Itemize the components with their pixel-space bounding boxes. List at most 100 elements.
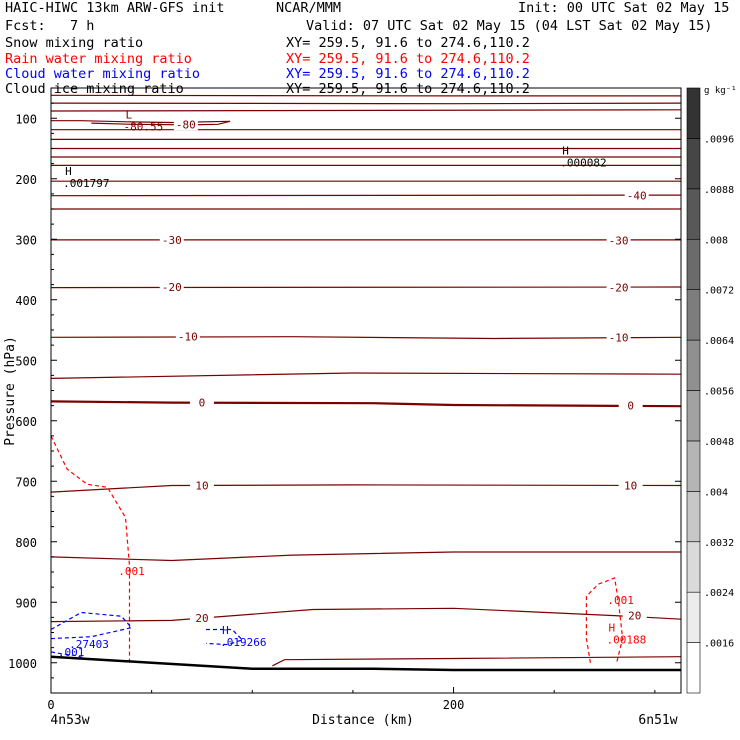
temperature-label: -30 (609, 234, 629, 247)
temperature-contour-3 (51, 109, 681, 112)
colorbar-cell (686, 188, 701, 240)
colorbar-cell (686, 238, 701, 290)
legend-rain-xy: XY= 259.5, 91.6 to 274.6,110.2 (286, 51, 530, 67)
label-bg (173, 118, 198, 131)
temperature-label: 20 (195, 612, 208, 625)
label-bg (624, 189, 649, 202)
cloud-water-contour-0 (51, 651, 92, 661)
cloud-water-label: .001 (58, 646, 85, 659)
colorbar-tick-label: .0064 (704, 336, 734, 347)
label-bg (175, 330, 200, 343)
colorbar-cell (686, 591, 701, 643)
colorbar-tick-label: .0016 (704, 639, 734, 650)
label-bg (606, 281, 631, 294)
temperature-label: -20 (162, 281, 182, 294)
colorbar: .0016 .0024 .0032 .004 .0048 .0056 .0064 .0072.… (686, 86, 737, 694)
temperature-label: -10 (609, 331, 629, 344)
temperature-contour-18 (51, 551, 681, 562)
extremum-value: .019266 (220, 636, 266, 649)
rain-label: .001 (607, 594, 634, 607)
legend-cloud-ice-xy: XY= 259.5, 91.6 to 274.6,110.2 (286, 81, 530, 97)
extremum-value: .00188 (607, 633, 647, 646)
temperature-contour-10 (51, 194, 681, 197)
colorbar-tick-label: .0048 (704, 437, 734, 448)
temperature-label: 20 (628, 610, 641, 623)
extremum-mark: H (65, 165, 72, 178)
extremum-mark: H (609, 621, 616, 634)
label-bg (159, 281, 184, 294)
colorbar-tick-label: .004 (704, 487, 728, 498)
y-axis-title: Pressure (hPa) (3, 336, 18, 446)
colorbar-tick-label: .008 (704, 235, 728, 246)
temperature-label: -10 (178, 331, 198, 344)
forecast-label: Fcst: (5, 18, 46, 34)
forecast-hour: 7 h (70, 18, 95, 34)
temperature-label: 0 (627, 400, 634, 413)
colorbar-cell (686, 491, 701, 543)
x-tick-label: 200 (443, 698, 465, 712)
label-bg (622, 609, 647, 622)
rain-label: .001 (118, 565, 145, 578)
colorbar-cell (686, 87, 701, 139)
extremum-value: .001797 (63, 177, 109, 190)
y-tick-label: 400 (15, 294, 37, 308)
colorbar-cell (686, 440, 701, 492)
extremum-value: -80.55 (123, 120, 163, 133)
label-bg (606, 234, 631, 247)
extremum-value: .27403 (69, 638, 109, 651)
temperature-label: -40 (627, 190, 647, 203)
legend-cloud-water-xy: XY= 259.5, 91.6 to 274.6,110.2 (286, 66, 530, 82)
colorbar-tick-label: .0056 (704, 387, 734, 398)
colorbar-cell (686, 289, 701, 341)
temperature-contour-17 (51, 484, 681, 493)
temperature-contour-1 (51, 94, 681, 97)
colorbar-cell (686, 339, 701, 391)
temperature-label: 0 (199, 397, 206, 410)
colorbar-cell (686, 138, 701, 190)
label-bg (189, 611, 214, 624)
y-tick-label: 800 (15, 536, 37, 550)
extremum-mark: H (222, 624, 229, 637)
y-tick-label: 600 (15, 415, 37, 429)
label-bg (189, 479, 214, 492)
y-tick-label: 100 (15, 112, 37, 126)
colorbar-cell (686, 541, 701, 593)
temperature-contour-0 (51, 120, 231, 126)
temperature-label: 10 (195, 479, 208, 492)
y-tick-label: 300 (15, 233, 37, 247)
contour-labels: -80 -40 -30 -30 -20 -20 -10 -10 0 0 10 10 20 20 .001 .0… (58, 108, 649, 659)
label-bg (189, 396, 214, 409)
x-start-location: 4n53w (50, 713, 89, 728)
y-tick-label: 200 (15, 173, 37, 187)
extremum-mark: H (562, 145, 569, 158)
colorbar-unit: g kg⁻¹ (704, 86, 737, 96)
colorbar-tick-label: .0096 (704, 134, 734, 145)
temperature-label: -20 (609, 282, 629, 295)
contour-layer (51, 94, 681, 672)
colorbar-tick-label: .0024 (704, 588, 734, 599)
y-tick-label: 900 (15, 596, 37, 610)
temperature-contour-16 (51, 400, 681, 408)
surface-contour (272, 656, 681, 667)
legend-snow-name: Snow mixing ratio (5, 35, 144, 51)
rain-contour-1 (585, 577, 624, 663)
x-end-location: 6n51w (638, 713, 677, 728)
legend-cloud-ice-name: Cloud ice mixing ratio (5, 81, 184, 97)
label-bg (159, 233, 184, 246)
legend-snow-xy: XY= 259.5, 91.6 to 274.6,110.2 (286, 35, 530, 51)
legend-cloud-water-name: Cloud water mixing ratio (5, 66, 201, 82)
x-tick-label: 0 (47, 698, 54, 712)
label-bg (618, 399, 643, 412)
label-bg (606, 331, 631, 344)
y-tick-label: 1000 (8, 657, 37, 671)
temperature-label: -30 (162, 234, 182, 247)
temperature-contour-15 (51, 372, 681, 379)
y-tick-label: 700 (15, 475, 37, 489)
colorbar-tick-label: .0032 (704, 538, 734, 549)
temperature-contour-2 (51, 102, 681, 105)
colorbar-tick-label: .0072 (704, 286, 734, 297)
temperature-label: 10 (624, 479, 637, 492)
legend-rain-name: Rain water mixing ratio (5, 51, 192, 67)
extremum-mark: L (125, 108, 132, 121)
